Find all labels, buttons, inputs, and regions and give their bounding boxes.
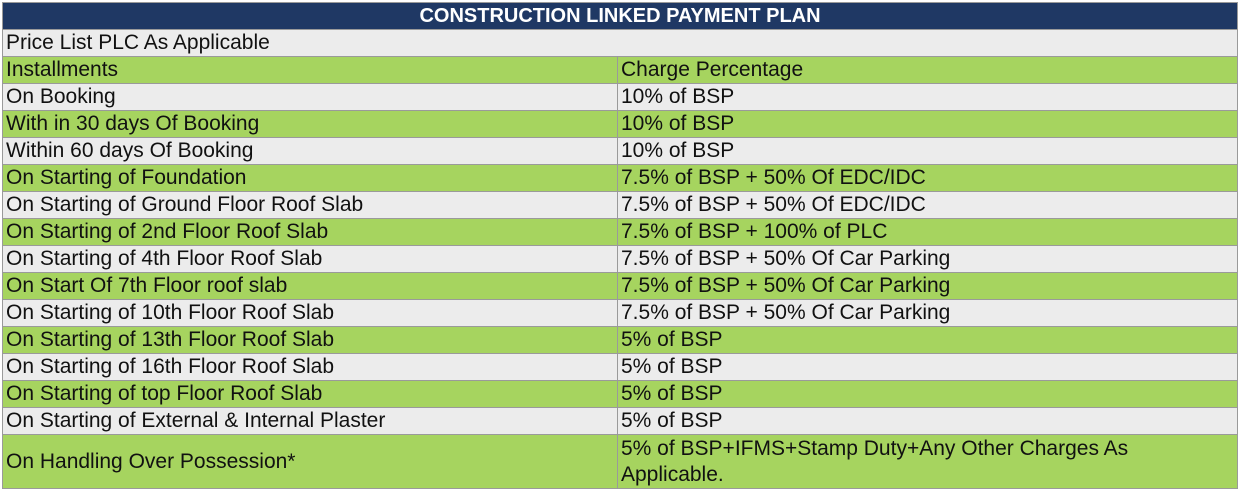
charge-cell: 7.5% of BSP + 50% Of Car Parking: [617, 245, 1238, 273]
table-row: On Booking 10% of BSP: [2, 83, 1238, 111]
table-title: CONSTRUCTION LINKED PAYMENT PLAN: [2, 2, 1238, 30]
charge-cell: 7.5% of BSP + 50% Of EDC/IDC: [617, 164, 1238, 192]
charge-cell: 7.5% of BSP + 50% Of EDC/IDC: [617, 191, 1238, 219]
table-row: With in 30 days Of Booking 10% of BSP: [2, 110, 1238, 138]
installment-cell: On Starting of Foundation: [2, 164, 618, 192]
charge-cell: 5% of BSP: [617, 353, 1238, 381]
table-row: On Starting of 2nd Floor Roof Slab 7.5% …: [2, 218, 1238, 246]
installment-cell: Within 60 days Of Booking: [2, 137, 618, 165]
installment-cell: On Starting of 16th Floor Roof Slab: [2, 353, 618, 381]
installment-cell: On Booking: [2, 83, 618, 111]
charge-cell: 7.5% of BSP + 50% Of Car Parking: [617, 299, 1238, 327]
installment-cell: On Starting of top Floor Roof Slab: [2, 380, 618, 408]
table-row: On Starting of External & Internal Plast…: [2, 407, 1238, 435]
installment-cell: On Starting of External & Internal Plast…: [2, 407, 618, 435]
charge-cell: 10% of BSP: [617, 83, 1238, 111]
table-row: On Start Of 7th Floor roof slab 7.5% of …: [2, 272, 1238, 300]
header-row: Installments Charge Percentage: [2, 56, 1238, 84]
table-row: On Starting of 10th Floor Roof Slab 7.5%…: [2, 299, 1238, 327]
table-row: On Starting of Foundation 7.5% of BSP + …: [2, 164, 1238, 192]
note-row: Price List PLC As Applicable: [2, 29, 1238, 57]
charge-cell: 5% of BSP+IFMS+Stamp Duty+Any Other Char…: [617, 434, 1238, 489]
table-row: On Starting of Ground Floor Roof Slab 7.…: [2, 191, 1238, 219]
installment-cell: On Starting of Ground Floor Roof Slab: [2, 191, 618, 219]
installments-header: Installments: [2, 56, 618, 84]
installment-cell: On Starting of 4th Floor Roof Slab: [2, 245, 618, 273]
installment-cell: On Starting of 10th Floor Roof Slab: [2, 299, 618, 327]
charge-percentage-header: Charge Percentage: [617, 56, 1238, 84]
charge-cell: 5% of BSP: [617, 380, 1238, 408]
title-row: CONSTRUCTION LINKED PAYMENT PLAN: [2, 2, 1238, 30]
installment-cell: With in 30 days Of Booking: [2, 110, 618, 138]
installment-cell: On Start Of 7th Floor roof slab: [2, 272, 618, 300]
table-row: On Starting of top Floor Roof Slab 5% of…: [2, 380, 1238, 408]
table-row: On Starting of 16th Floor Roof Slab 5% o…: [2, 353, 1238, 381]
charge-cell: 10% of BSP: [617, 110, 1238, 138]
table-row: On Starting of 13th Floor Roof Slab 5% o…: [2, 326, 1238, 354]
table-row: Within 60 days Of Booking 10% of BSP: [2, 137, 1238, 165]
table-row: On Handling Over Possession* 5% of BSP+I…: [2, 434, 1238, 489]
charge-cell: 7.5% of BSP + 100% of PLC: [617, 218, 1238, 246]
installment-cell: On Starting of 2nd Floor Roof Slab: [2, 218, 618, 246]
installment-cell: On Handling Over Possession*: [2, 434, 618, 489]
charge-cell: 7.5% of BSP + 50% Of Car Parking: [617, 272, 1238, 300]
charge-cell: 5% of BSP: [617, 326, 1238, 354]
charge-cell: 5% of BSP: [617, 407, 1238, 435]
installment-cell: On Starting of 13th Floor Roof Slab: [2, 326, 618, 354]
charge-cell: 10% of BSP: [617, 137, 1238, 165]
price-list-note: Price List PLC As Applicable: [2, 29, 1238, 57]
table-row: On Starting of 4th Floor Roof Slab 7.5% …: [2, 245, 1238, 273]
